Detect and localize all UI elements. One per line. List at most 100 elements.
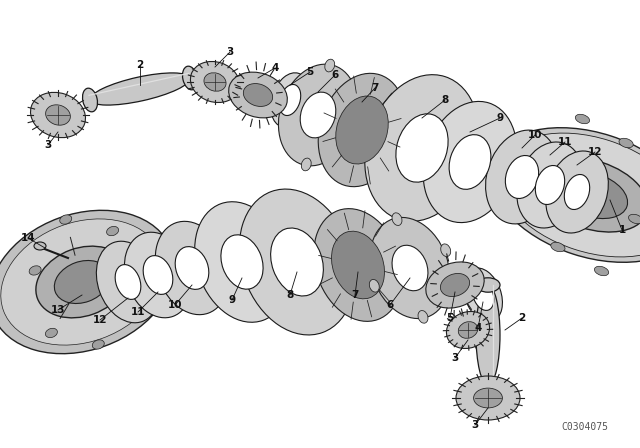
Ellipse shape (619, 138, 633, 148)
Ellipse shape (456, 376, 520, 420)
Ellipse shape (332, 231, 385, 299)
Ellipse shape (369, 280, 380, 292)
Ellipse shape (318, 73, 406, 187)
Ellipse shape (447, 311, 490, 349)
Ellipse shape (314, 209, 402, 321)
Ellipse shape (546, 151, 609, 233)
Ellipse shape (551, 242, 565, 252)
Text: 13: 13 (51, 305, 65, 315)
Text: C0304075: C0304075 (561, 422, 608, 432)
Ellipse shape (564, 174, 589, 210)
Text: 2: 2 (518, 313, 525, 323)
Text: 6: 6 (387, 300, 394, 310)
Text: 5: 5 (307, 67, 314, 77)
Ellipse shape (29, 266, 41, 275)
Ellipse shape (440, 273, 470, 297)
Ellipse shape (575, 114, 589, 124)
Ellipse shape (195, 202, 289, 322)
Ellipse shape (143, 256, 173, 294)
Text: 10: 10 (168, 300, 182, 310)
Ellipse shape (392, 213, 402, 225)
Ellipse shape (370, 217, 450, 319)
Ellipse shape (123, 289, 135, 298)
Ellipse shape (392, 245, 428, 291)
Ellipse shape (506, 155, 539, 198)
Ellipse shape (300, 92, 336, 138)
Ellipse shape (535, 165, 564, 204)
Text: 3: 3 (472, 420, 479, 430)
Ellipse shape (486, 130, 559, 224)
Ellipse shape (278, 64, 358, 166)
Text: 7: 7 (351, 290, 358, 300)
Ellipse shape (458, 322, 477, 338)
Ellipse shape (499, 133, 640, 257)
Ellipse shape (90, 73, 190, 105)
Ellipse shape (472, 280, 494, 310)
Ellipse shape (97, 241, 159, 323)
Ellipse shape (36, 246, 128, 318)
Ellipse shape (107, 226, 118, 236)
Ellipse shape (476, 278, 500, 292)
Ellipse shape (0, 210, 174, 353)
Ellipse shape (60, 215, 72, 224)
Text: 5: 5 (446, 313, 454, 323)
Ellipse shape (115, 265, 141, 299)
Ellipse shape (54, 260, 109, 303)
Text: 4: 4 (271, 63, 278, 73)
Ellipse shape (476, 378, 500, 392)
Ellipse shape (336, 96, 388, 164)
Ellipse shape (34, 242, 46, 250)
Ellipse shape (365, 75, 479, 221)
Ellipse shape (124, 232, 191, 318)
Ellipse shape (516, 142, 583, 228)
Ellipse shape (301, 158, 311, 171)
Text: 6: 6 (332, 70, 339, 80)
Ellipse shape (426, 262, 484, 308)
Text: 8: 8 (442, 95, 449, 105)
Ellipse shape (243, 84, 273, 107)
Text: 9: 9 (497, 113, 504, 123)
Text: 10: 10 (528, 130, 542, 140)
Ellipse shape (423, 101, 517, 223)
Ellipse shape (449, 135, 491, 190)
Text: 14: 14 (20, 233, 35, 243)
Ellipse shape (277, 93, 287, 105)
Text: 8: 8 (286, 290, 294, 300)
Ellipse shape (490, 128, 640, 262)
Ellipse shape (279, 85, 301, 116)
Ellipse shape (628, 214, 640, 224)
Text: 2: 2 (136, 60, 143, 70)
Text: 12: 12 (588, 147, 602, 157)
Ellipse shape (156, 221, 228, 314)
Ellipse shape (396, 114, 448, 182)
Ellipse shape (31, 92, 86, 138)
Text: 3: 3 (44, 140, 52, 150)
Ellipse shape (536, 158, 640, 232)
Ellipse shape (1, 219, 163, 345)
Ellipse shape (463, 268, 502, 322)
Ellipse shape (441, 244, 451, 257)
Ellipse shape (349, 125, 359, 138)
Text: 1: 1 (618, 225, 626, 235)
Text: 11: 11 (131, 307, 145, 317)
Text: 9: 9 (228, 295, 236, 305)
Text: 4: 4 (474, 323, 482, 333)
Text: 11: 11 (557, 137, 572, 147)
Ellipse shape (45, 328, 58, 338)
Ellipse shape (271, 228, 323, 296)
Ellipse shape (92, 340, 104, 349)
Ellipse shape (221, 235, 263, 289)
Ellipse shape (204, 73, 226, 91)
Ellipse shape (474, 388, 502, 408)
Ellipse shape (418, 310, 428, 323)
Ellipse shape (182, 66, 198, 90)
Ellipse shape (175, 246, 209, 289)
Ellipse shape (191, 61, 239, 103)
Text: 12: 12 (93, 315, 108, 325)
Ellipse shape (324, 59, 335, 72)
Ellipse shape (228, 72, 287, 118)
Ellipse shape (476, 285, 500, 385)
Ellipse shape (556, 172, 628, 219)
Text: 7: 7 (371, 83, 379, 93)
Text: 3: 3 (227, 47, 234, 57)
